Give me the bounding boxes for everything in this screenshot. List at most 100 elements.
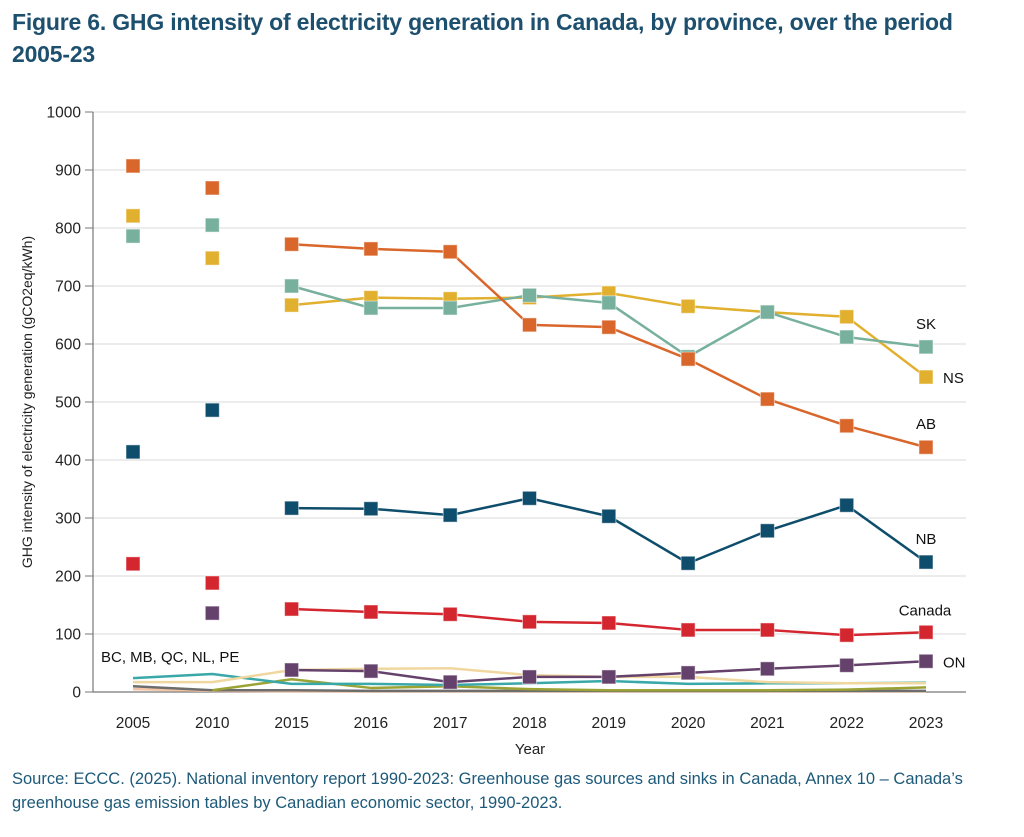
- series-label-ab: AB: [916, 416, 936, 433]
- marker-canada-2020: [680, 622, 696, 638]
- marker-canada-2022: [839, 627, 855, 643]
- marker-nb-2005: [125, 444, 141, 460]
- source-note: Source: ECCC. (2025). National inventory…: [12, 770, 963, 812]
- series-label-ns: NS: [943, 370, 964, 387]
- marker-canada-2018: [522, 614, 537, 630]
- marker-ns-2022: [839, 309, 855, 325]
- x-tick-label: 2023: [909, 715, 943, 732]
- marker-nb-2015: [284, 500, 300, 516]
- y-tick-label: 700: [55, 279, 81, 296]
- marker-ab-2010: [204, 180, 220, 196]
- y-tick-label: 1000: [47, 105, 82, 122]
- y-axis-title: GHG intensity of electricity generation …: [19, 236, 35, 568]
- marker-ns-2015: [284, 297, 300, 313]
- marker-sk-2019: [601, 295, 617, 311]
- marker-on-2019: [601, 669, 617, 685]
- marker-ab-2017: [442, 244, 458, 260]
- marker-sk-2018: [522, 287, 537, 303]
- marker-ab-2018: [522, 317, 537, 333]
- marker-canada-2005: [125, 556, 141, 572]
- marker-ab-2022: [839, 418, 855, 434]
- series-line-nb: [291, 497, 927, 565]
- y-tick-label: 200: [55, 569, 81, 586]
- marker-ns-2023: [918, 369, 934, 385]
- marker-on-2017: [442, 674, 458, 690]
- marker-sk-2023: [918, 339, 934, 355]
- marker-ab-2023: [918, 439, 934, 455]
- marker-nb-2010: [204, 402, 220, 418]
- series-label-canada: Canada: [899, 602, 952, 619]
- x-tick-label: 2018: [512, 715, 546, 732]
- marker-on-2020: [680, 665, 696, 681]
- gridlines: [93, 111, 966, 635]
- marker-sk-2010: [204, 217, 220, 233]
- y-tick-label: 100: [55, 627, 81, 644]
- marker-on-2022: [839, 657, 855, 673]
- series-labels: AB SK NS NB Canada ON: [899, 316, 966, 671]
- marker-ab-2005: [125, 158, 141, 174]
- series-line-ab: [291, 242, 927, 449]
- marker-on-2016: [363, 663, 379, 679]
- series-label-nb: NB: [916, 531, 937, 548]
- marker-ns-2020: [680, 298, 696, 314]
- y-tick-label: 600: [55, 337, 81, 354]
- marker-canada-2023: [918, 624, 934, 640]
- x-axis: 2005 2010 2015 2016 2017 2018 2019 2020 2021 2022…: [93, 691, 966, 732]
- y-axis: 0 100 200 300 400 500 600 700 800 900 1000: [47, 105, 94, 702]
- marker-canada-2016: [363, 604, 379, 620]
- y-tick-label: 500: [55, 395, 81, 412]
- marker-nb-2020: [680, 555, 696, 571]
- x-tick-label: 2017: [433, 715, 467, 732]
- marker-on-2018: [522, 669, 537, 685]
- series-label-on: ON: [943, 654, 966, 671]
- marker-nb-2018: [522, 490, 537, 506]
- marker-nb-2016: [363, 501, 379, 517]
- group-label-bc-mb-qc-nl-pe: BC, MB, QC, NL, PE: [101, 649, 239, 666]
- x-tick-label: 2020: [671, 715, 706, 732]
- y-tick-label: 900: [55, 163, 81, 180]
- x-tick-label: 2015: [274, 715, 308, 732]
- marker-on-2015: [284, 662, 300, 678]
- marker-ab-2021: [759, 391, 775, 407]
- marker-sk-2022: [839, 329, 855, 345]
- marker-canada-2010: [204, 575, 220, 591]
- marker-canada-2021: [759, 622, 775, 638]
- marker-canada-2017: [442, 606, 458, 622]
- y-tick-label: 0: [72, 685, 81, 702]
- marker-nb-2023: [918, 554, 934, 570]
- marker-sk-2016: [363, 300, 379, 316]
- marker-on-2010: [204, 605, 220, 621]
- marker-sk-2005: [125, 228, 141, 244]
- marker-sk-2015: [284, 278, 300, 294]
- x-tick-label: 2022: [829, 715, 863, 732]
- marker-nb-2019: [601, 508, 617, 524]
- series-label-sk: SK: [916, 316, 936, 333]
- y-tick-label: 800: [55, 221, 81, 238]
- marker-on-2021: [759, 661, 775, 677]
- marker-canada-2019: [601, 615, 617, 631]
- x-tick-label: 2019: [592, 715, 626, 732]
- marker-ab-2020: [680, 351, 696, 367]
- y-tick-label: 300: [55, 511, 81, 528]
- marker-ns-2005: [125, 208, 141, 224]
- marker-canada-2015: [284, 601, 300, 617]
- marker-ab-2016: [363, 241, 379, 257]
- marker-sk-2021: [759, 304, 775, 320]
- marker-nb-2022: [839, 497, 855, 513]
- marker-ns-2010: [204, 250, 220, 266]
- x-tick-label: 2021: [750, 715, 784, 732]
- series-markers: [125, 158, 934, 690]
- marker-on-2023: [918, 653, 934, 669]
- marker-ab-2015: [284, 236, 300, 252]
- figure-title: Figure 6. GHG intensity of electricity g…: [12, 9, 953, 67]
- marker-nb-2021: [759, 523, 775, 539]
- marker-nb-2017: [442, 507, 458, 523]
- x-tick-label: 2005: [116, 715, 150, 732]
- marker-sk-2017: [442, 300, 458, 316]
- x-tick-label: 2016: [354, 715, 388, 732]
- x-tick-label: 2010: [195, 715, 230, 732]
- marker-ab-2019: [601, 319, 617, 335]
- y-tick-label: 400: [55, 453, 81, 470]
- x-axis-title: Year: [515, 741, 545, 758]
